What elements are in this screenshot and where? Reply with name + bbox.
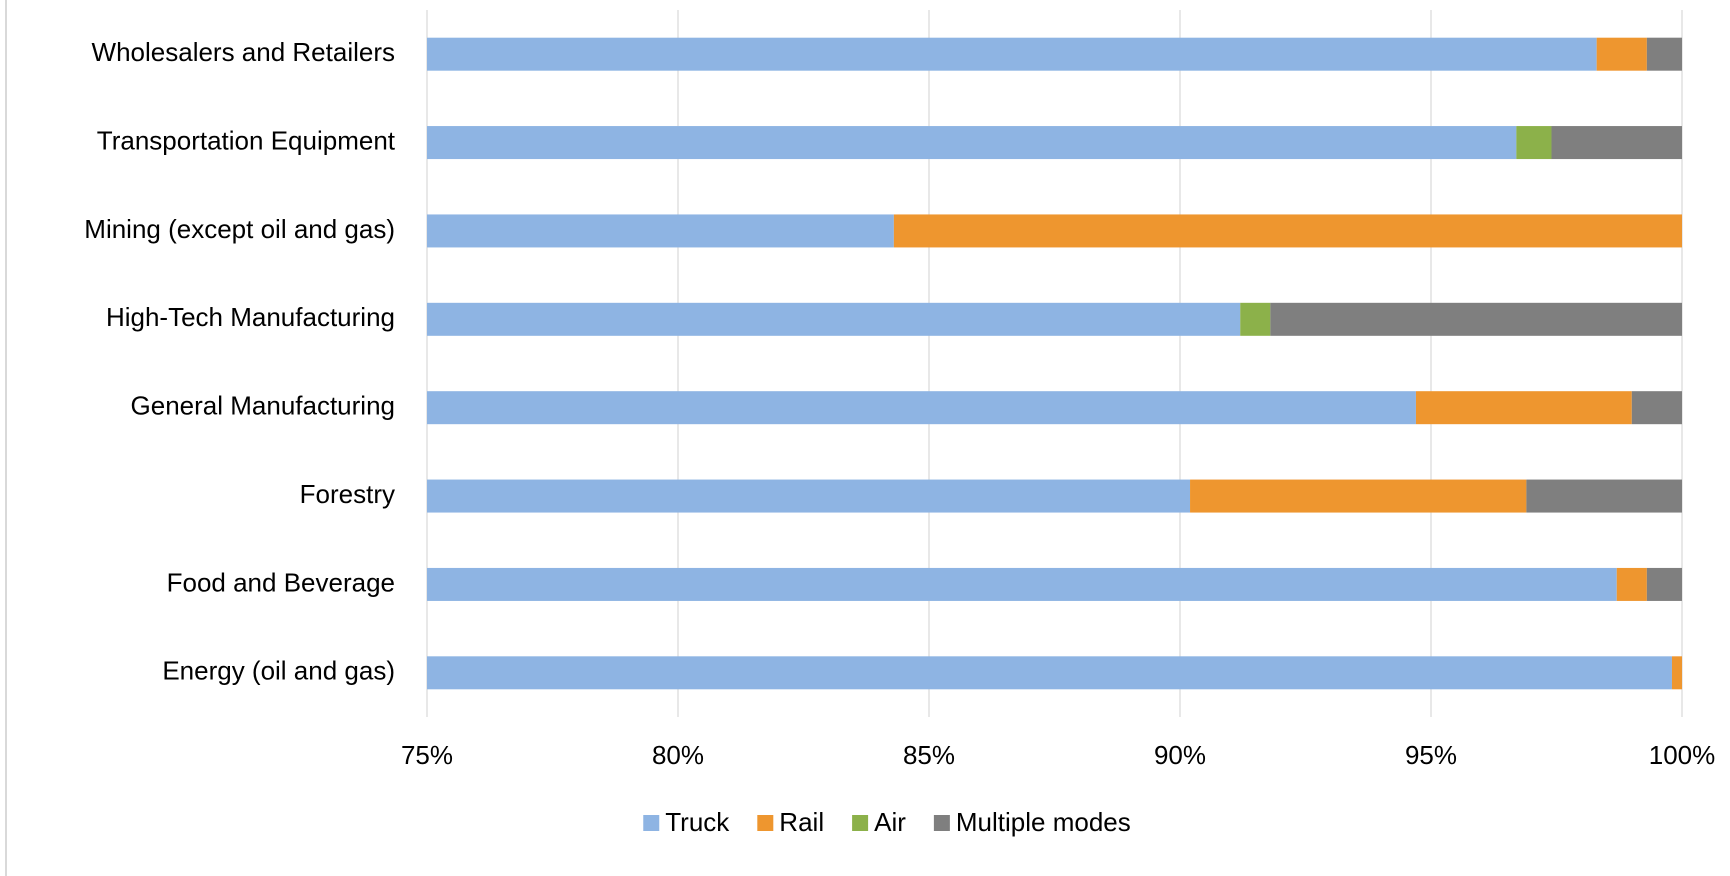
- x-tick-label: 80%: [652, 740, 704, 770]
- legend-label: Truck: [665, 807, 730, 837]
- bar-segment: [1671, 656, 1682, 690]
- bar-segment: [1646, 37, 1682, 71]
- bar-segment: [1270, 302, 1682, 336]
- bar-segment: [427, 391, 1416, 425]
- bar-segment: [893, 214, 1682, 248]
- bar-segment: [1190, 479, 1527, 513]
- y-tick-label: Transportation Equipment: [97, 125, 396, 155]
- y-tick-label: High-Tech Manufacturing: [106, 302, 395, 332]
- legend: Truck Rail Air Multiple modes: [643, 807, 1131, 837]
- x-tick-label: 90%: [1154, 740, 1206, 770]
- bar-segment: [427, 302, 1241, 336]
- bar-segment: [1415, 391, 1632, 425]
- legend-swatch: [643, 815, 660, 831]
- y-tick-label: Wholesalers and Retailers: [92, 37, 395, 67]
- legend-label: Multiple modes: [956, 807, 1131, 837]
- bar-segment: [1551, 126, 1682, 160]
- legend-swatch: [933, 815, 950, 831]
- x-tick-label: 95%: [1405, 740, 1457, 770]
- bar-segment: [427, 214, 894, 248]
- bar-segment: [427, 126, 1517, 160]
- bar-segment: [1240, 302, 1271, 336]
- bars: [427, 37, 1682, 690]
- y-tick-label: Food and Beverage: [167, 567, 395, 597]
- legend-swatch: [852, 815, 869, 831]
- bar-segment: [427, 567, 1617, 601]
- y-tick-label: Mining (except oil and gas): [84, 214, 395, 244]
- legend-label: Air: [874, 807, 906, 837]
- bar-segment: [1526, 479, 1682, 513]
- bar-segment: [1631, 391, 1682, 425]
- grid: [426, 10, 1683, 717]
- bar-segment: [1516, 126, 1552, 160]
- bar-segment: [427, 37, 1597, 71]
- bar-segment: [427, 656, 1672, 690]
- bar-segment: [1596, 37, 1647, 71]
- legend-swatch: [757, 815, 774, 831]
- bar-segment: [427, 479, 1191, 513]
- x-tick-label: 75%: [401, 740, 453, 770]
- labels: 75% 80% 85% 90% 95% 100% Wholesalers and Retai…: [84, 37, 1715, 837]
- bar-segment: [1646, 567, 1682, 601]
- x-tick-label: 85%: [903, 740, 955, 770]
- bar-segment: [1616, 567, 1647, 601]
- y-tick-label: General Manufacturing: [131, 391, 395, 421]
- x-tick-label: 100%: [1649, 740, 1716, 770]
- legend-label: Rail: [779, 807, 824, 837]
- y-tick-label: Energy (oil and gas): [162, 656, 395, 686]
- y-tick-label: Forestry: [300, 479, 395, 509]
